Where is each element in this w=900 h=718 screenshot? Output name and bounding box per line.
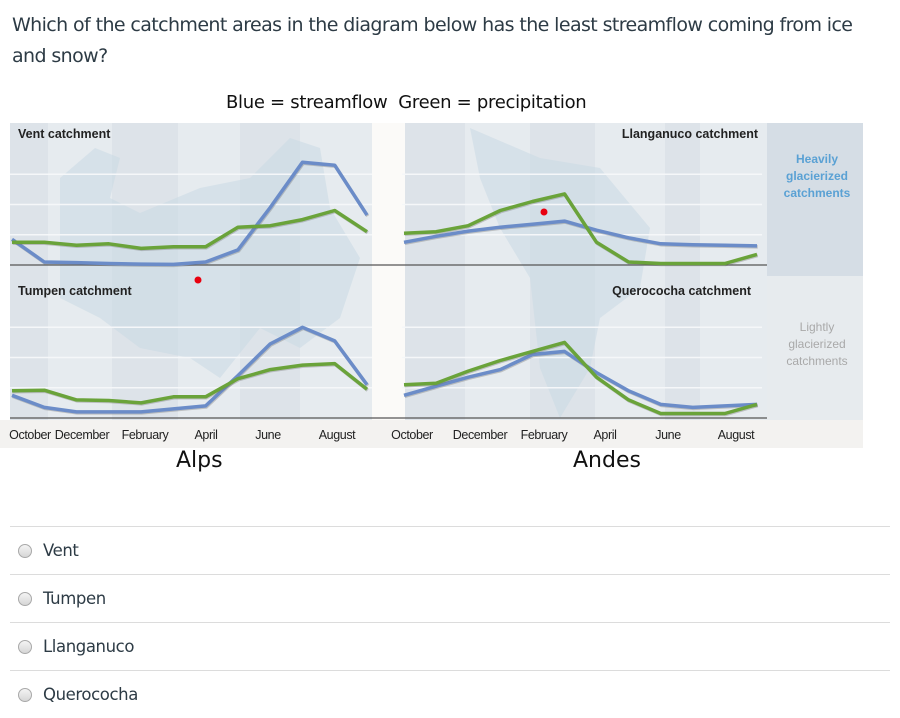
- heavy-label-line1: Heavily: [796, 152, 838, 166]
- option-label: Vent: [43, 541, 79, 560]
- answer-options: Vent Tumpen Llanganuco Querococha: [10, 526, 890, 718]
- option-llanganuco[interactable]: Llanganuco: [10, 622, 890, 670]
- x-tick-label: August: [718, 428, 755, 442]
- radio-button[interactable]: [18, 640, 32, 654]
- option-querococha[interactable]: Querococha: [10, 670, 890, 718]
- x-tick-label: June: [655, 428, 681, 442]
- panel-title: Querococha catchment: [612, 284, 752, 298]
- region-label-alps: Alps: [176, 448, 223, 473]
- light-label-line3: catchments: [786, 354, 847, 368]
- option-label: Querococha: [43, 685, 138, 704]
- x-tick-label: December: [453, 428, 508, 442]
- panel-title: Llanganuco catchment: [622, 127, 759, 141]
- panel-title: Vent catchment: [18, 127, 111, 141]
- x-tick-label: October: [9, 428, 51, 442]
- x-tick-label: October: [391, 428, 433, 442]
- option-label: Tumpen: [43, 589, 106, 608]
- x-tick-label: February: [122, 428, 170, 442]
- x-tick-label: December: [55, 428, 110, 442]
- light-label-line1: Lightly: [800, 320, 835, 334]
- gap-bg: [372, 123, 405, 423]
- option-vent[interactable]: Vent: [10, 526, 890, 574]
- x-tick-label: August: [319, 428, 356, 442]
- option-tumpen[interactable]: Tumpen: [10, 574, 890, 622]
- question-text: Which of the catchment areas in the diag…: [12, 10, 882, 72]
- heavy-label-line3: catchments: [784, 186, 851, 200]
- radio-button[interactable]: [18, 688, 32, 702]
- x-tick-label: February: [521, 428, 569, 442]
- x-tick-label: April: [593, 428, 616, 442]
- heavy-label-line2: glacierized: [786, 169, 848, 183]
- panel-title: Tumpen catchment: [18, 284, 133, 298]
- andes-location-marker: [541, 209, 548, 216]
- radio-button[interactable]: [18, 544, 32, 558]
- option-label: Llanganuco: [43, 637, 134, 656]
- light-label-line2: glacierized: [788, 337, 845, 351]
- catchment-diagram: Vent catchment Llanganuco catchment Tumpen…: [0, 118, 900, 453]
- region-label-andes: Andes: [573, 448, 641, 473]
- x-tick-label: April: [194, 428, 217, 442]
- month-band: [665, 123, 700, 420]
- radio-button[interactable]: [18, 592, 32, 606]
- x-tick-label: June: [255, 428, 281, 442]
- legend-caption: Blue = streamflow Green = precipitation: [226, 92, 586, 113]
- month-band: [10, 123, 48, 420]
- vent-location-marker: [195, 277, 202, 284]
